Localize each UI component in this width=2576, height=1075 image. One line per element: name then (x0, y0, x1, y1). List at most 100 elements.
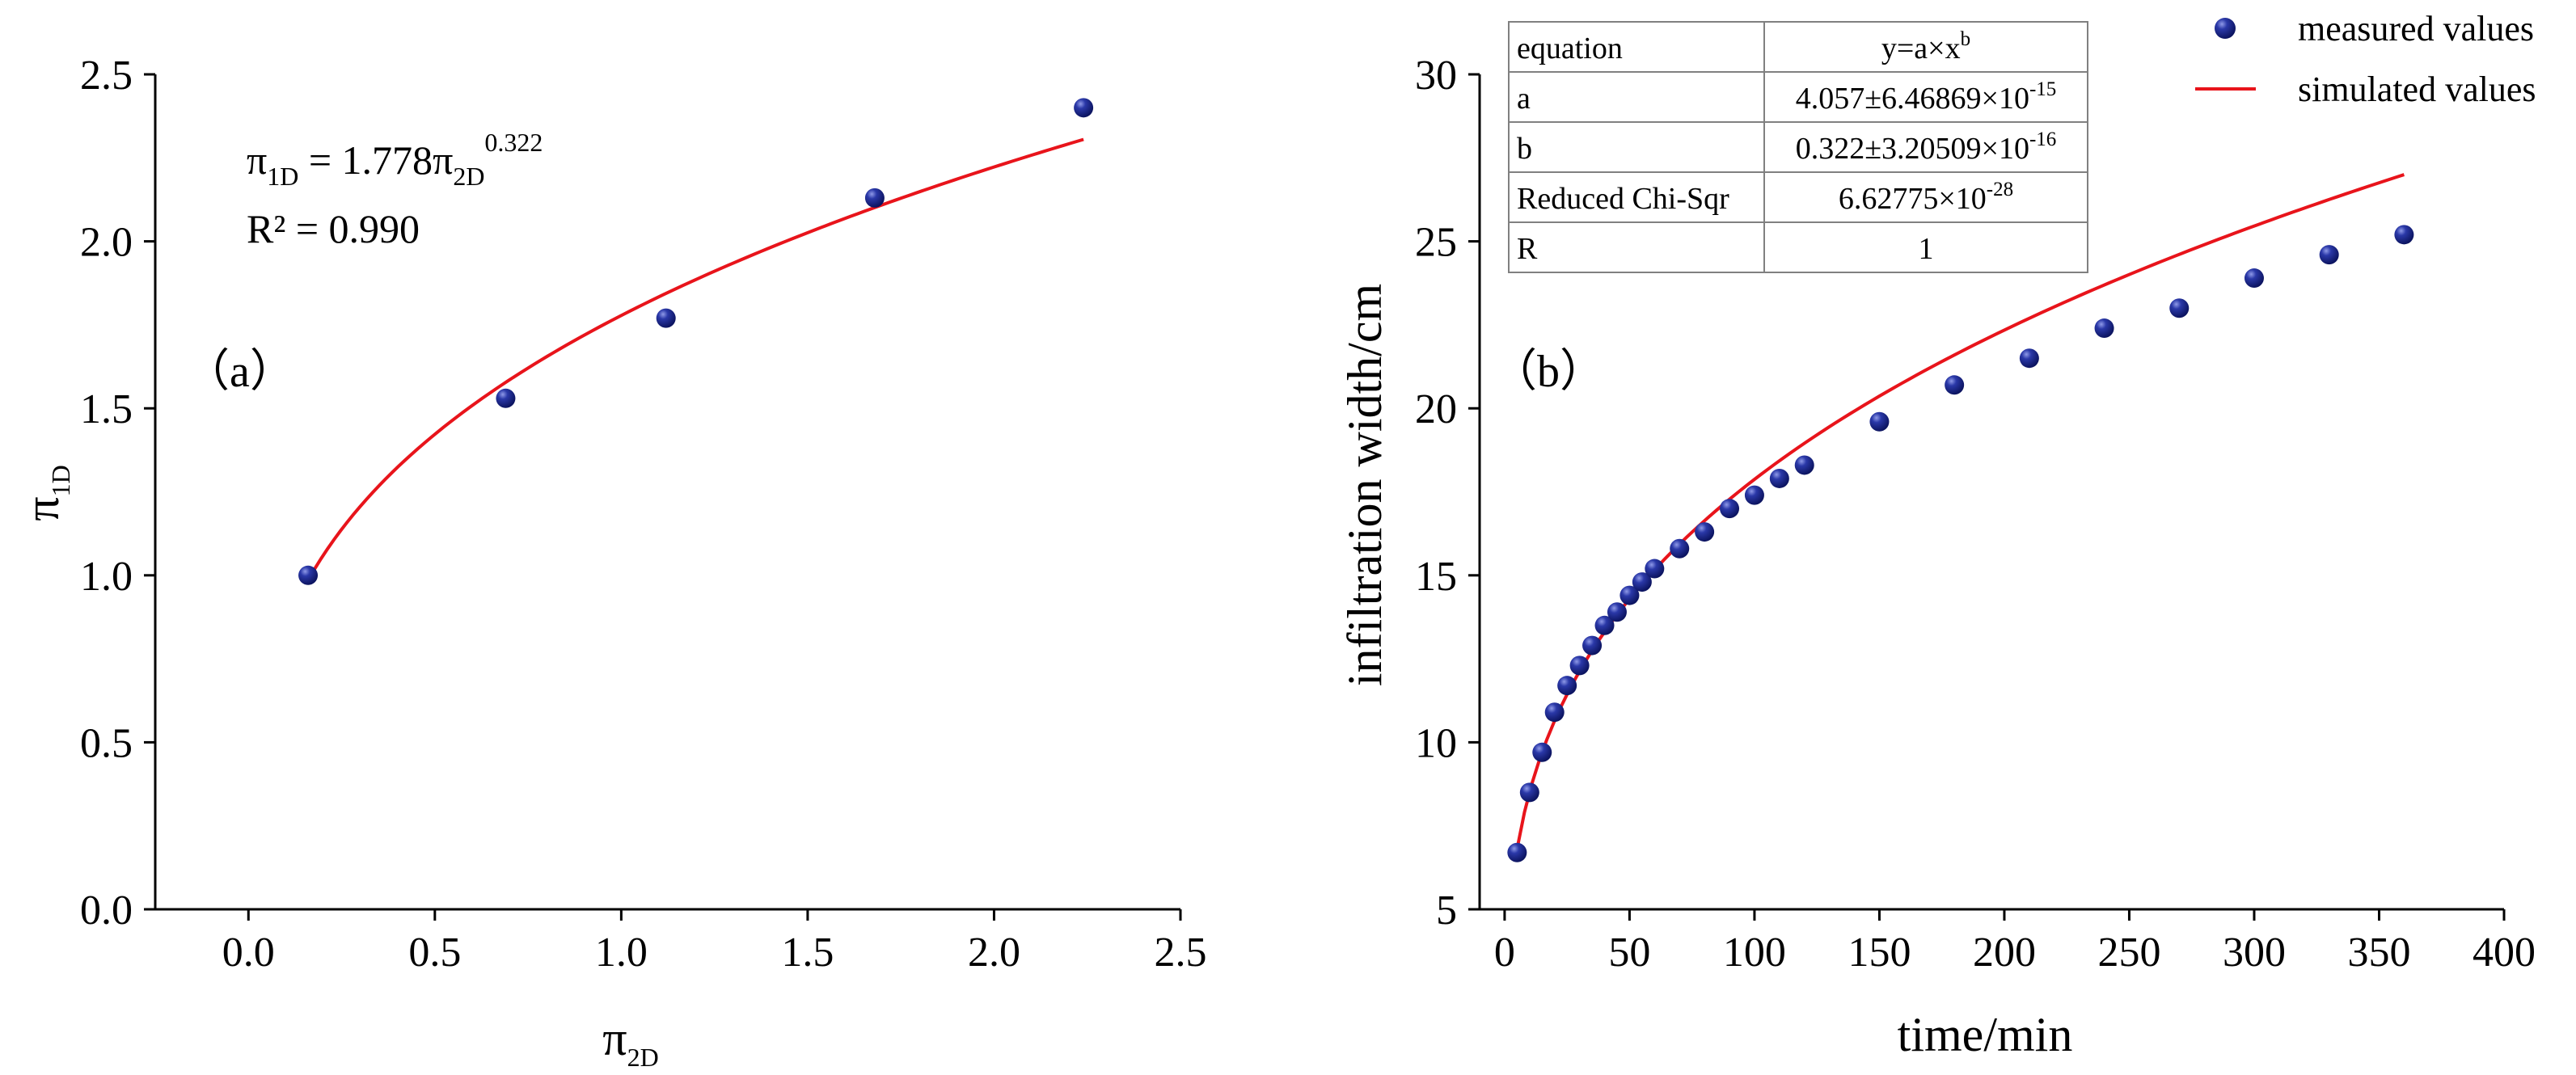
y-tick-label: 0.0 (80, 887, 133, 934)
panel-a-fit-curve (306, 137, 1084, 581)
x-tick-label: 1.5 (781, 930, 834, 976)
data-point (2169, 298, 2190, 318)
data-point (656, 308, 676, 328)
chart-panel-a: 0.0 0.5 1.0 1.5 2.0 2.5 0.0 0.5 1.0 1.5 2.0 2.5 （a… (15, 53, 1207, 1072)
table-row-label: b (1517, 132, 1532, 166)
panel-a-data-points (298, 98, 1094, 585)
table-row-value: 6.62775×10-28 (1839, 179, 2013, 216)
panel-b-ylabel: infiltration width/cm (1338, 284, 1391, 686)
panel-a-ylabel-group: π1D (15, 465, 75, 521)
panel-a-label: （a） (184, 347, 295, 397)
y-tick-label: 15 (1415, 554, 1457, 600)
x-tick-label: 200 (1973, 930, 2036, 976)
data-point (2244, 268, 2264, 289)
x-tick-label: 0 (1494, 930, 1515, 976)
table-row-label: R (1517, 232, 1538, 266)
xlabel-sub: 2D (627, 1043, 659, 1072)
table-row-value: 1 (1919, 232, 1934, 266)
x-tick-label: 150 (1848, 930, 1911, 976)
x-tick-label: 350 (2347, 930, 2410, 976)
data-point (298, 565, 319, 585)
data-point (1720, 499, 1740, 519)
data-point (1532, 742, 1552, 762)
y-tick-label: 2.5 (80, 53, 133, 99)
y-tick-label: 5 (1436, 887, 1457, 934)
x-tick-label: 2.5 (1155, 930, 1207, 976)
panel-b-xlabel: time/min (1898, 1008, 2073, 1061)
data-point (1557, 676, 1577, 696)
panel-b-ylabel-group: infiltration width/cm (1338, 284, 1391, 686)
data-point (1945, 375, 1965, 395)
data-point (496, 388, 516, 408)
equation-lhs-sub: 1D (267, 162, 298, 191)
y-tick-label: 0.5 (80, 720, 133, 766)
panel-b-fit-curve (1515, 173, 2405, 849)
ylabel-main: π (15, 496, 69, 521)
x-tick-label: 300 (2223, 930, 2286, 976)
table-row-label: equation (1517, 32, 1623, 65)
data-point (1074, 98, 1094, 118)
data-point (1607, 602, 1627, 622)
legend: measured values simulated values (2195, 9, 2536, 109)
panel-a-xlabel: π2D (602, 1012, 658, 1072)
data-point (1794, 455, 1814, 475)
data-point (864, 188, 885, 208)
x-tick-label: 50 (1608, 930, 1650, 976)
table-border (1508, 21, 2088, 273)
data-point (2094, 318, 2114, 339)
data-point (1582, 635, 1603, 656)
y-tick-label: 2.0 (80, 220, 133, 266)
table-row-label: Reduced Chi-Sqr (1517, 182, 1729, 216)
equation-rhs-sub: 2D (453, 162, 484, 191)
data-point (2394, 225, 2414, 245)
panel-a-equation: π1D = 1.778π2D0.322 (247, 128, 543, 191)
panel-a-r2: R² = 0.990 (247, 206, 420, 251)
y-tick-label: 1.5 (80, 386, 133, 432)
xlabel-main: π (602, 1012, 627, 1065)
data-point (1869, 411, 1890, 432)
data-point (1544, 702, 1565, 723)
panel-b-data-points (1507, 225, 2414, 862)
data-point (1695, 522, 1715, 542)
x-tick-label: 1.0 (595, 930, 648, 976)
ylabel-sub: 1D (46, 465, 75, 496)
x-tick-label: 2.0 (968, 930, 1020, 976)
table-row-label: a (1517, 82, 1531, 116)
table-row-value: 4.057±6.46869×10-15 (1796, 78, 2057, 116)
equation-equals-coef: = 1.778 (298, 137, 433, 183)
data-point (1507, 842, 1527, 862)
data-point (1645, 559, 1665, 579)
y-tick-label: 1.0 (80, 554, 133, 600)
panel-b-y-ticks: 5 10 15 20 25 30 (1415, 53, 1480, 934)
x-tick-label: 400 (2473, 930, 2536, 976)
legend-label-simulated: simulated values (2298, 70, 2536, 109)
legend-label-measured: measured values (2298, 9, 2534, 48)
panel-a-x-ticks: 0.0 0.5 1.0 1.5 2.0 2.5 (222, 909, 1207, 976)
panel-a-axes (154, 74, 1180, 911)
data-point (1744, 485, 1764, 505)
fit-parameter-table: equation y=a×xb a 4.057±6.46869×10-15 b … (1508, 21, 2088, 273)
panel-a-y-ticks: 0.0 0.5 1.0 1.5 2.0 2.5 (80, 53, 155, 934)
table-row-value: y=a×xb (1881, 28, 1970, 65)
data-point (1519, 782, 1539, 803)
panel-b-x-ticks: 0 50 100 150 200 250 300 350 400 (1494, 909, 2536, 976)
data-point (1620, 585, 1640, 605)
panel-a-ylabel: π1D (15, 465, 75, 521)
data-point (2319, 245, 2339, 265)
legend-marker-measured (2215, 18, 2236, 39)
x-tick-label: 0.5 (408, 930, 461, 976)
y-tick-label: 20 (1415, 386, 1457, 432)
equation-rhs: π (433, 137, 453, 183)
x-tick-label: 250 (2097, 930, 2160, 976)
y-tick-label: 10 (1415, 720, 1457, 766)
data-point (1569, 656, 1590, 676)
y-tick-label: 30 (1415, 53, 1457, 99)
table-row-value: 0.322±3.20509×10-16 (1796, 129, 2057, 166)
y-tick-label: 25 (1415, 220, 1457, 266)
data-point (1670, 538, 1690, 559)
equation-lhs: π (247, 137, 267, 183)
x-tick-label: 0.0 (222, 930, 275, 976)
equation-rhs-sup: 0.322 (484, 128, 543, 157)
data-point (1632, 572, 1652, 592)
